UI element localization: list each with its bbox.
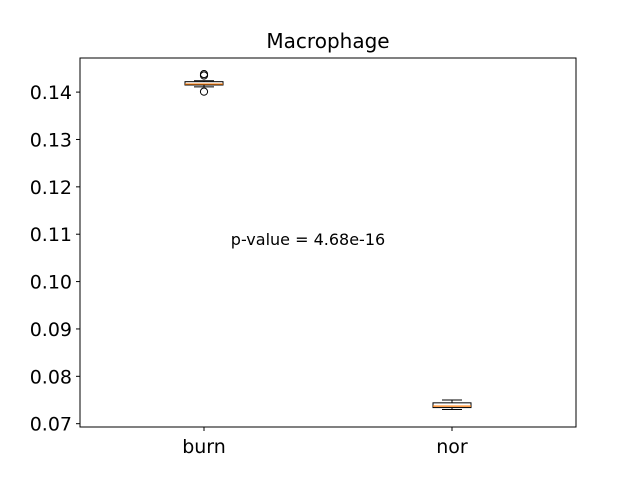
outlier-point (199, 87, 209, 96)
x-tick-label: burn (182, 436, 226, 458)
y-tick-label: 0.14 (30, 82, 72, 104)
x-tick-label: nor (436, 436, 468, 458)
axes-frame (79, 57, 577, 428)
y-tick-label: 0.13 (30, 129, 72, 151)
y-tick-label: 0.10 (30, 272, 72, 294)
p-value-annotation: p-value = 4.68e-16 (231, 230, 385, 249)
y-tick-label: 0.08 (30, 366, 72, 388)
y-tick-label: 0.11 (30, 224, 72, 246)
outlier-point (199, 70, 209, 79)
chart-title: Macrophage (266, 29, 389, 53)
y-tick-label: 0.09 (30, 319, 72, 341)
plot-area: 0.07 0.08 0.09 0.10 0.11 0.12 0.13 0.14 burn nor p… (30, 70, 472, 458)
y-tick-label: 0.07 (30, 414, 72, 436)
y-tick-label: 0.12 (30, 177, 72, 199)
box-iqr (184, 81, 224, 86)
box-iqr (432, 402, 472, 409)
